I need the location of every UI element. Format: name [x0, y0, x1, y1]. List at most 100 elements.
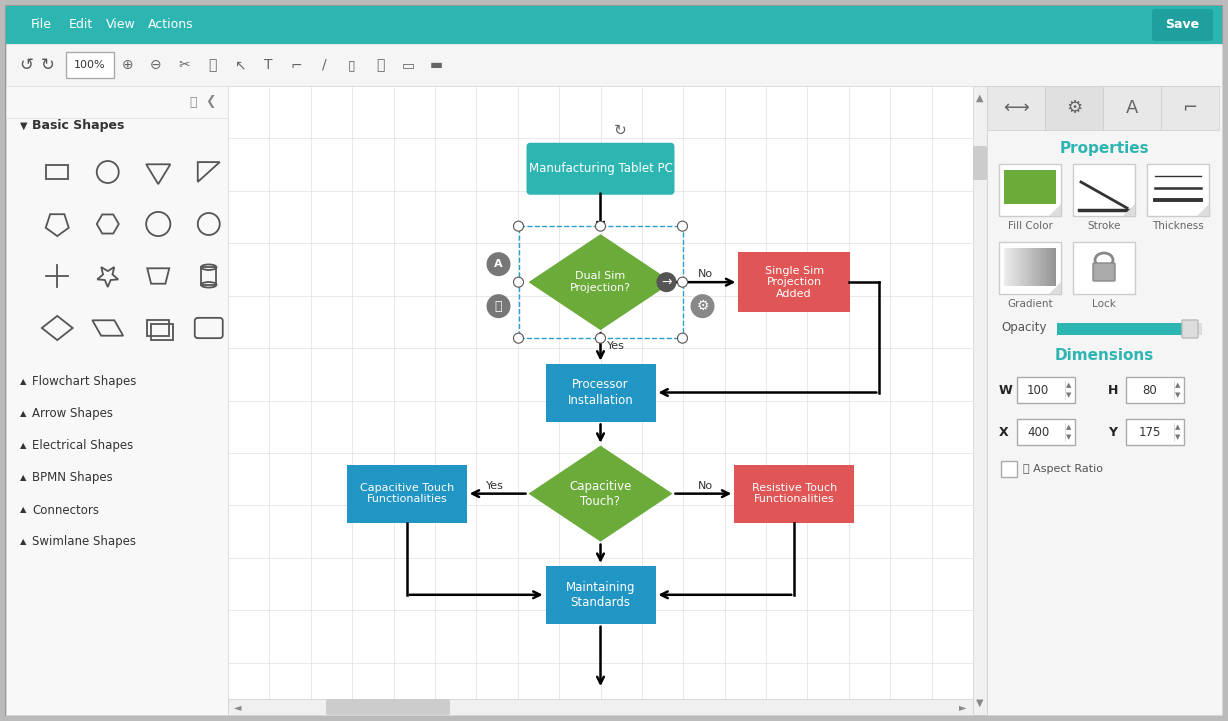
Text: Processor
Installation: Processor Installation: [567, 379, 634, 407]
Text: ▼: ▼: [976, 698, 984, 708]
Text: Arrow Shapes: Arrow Shapes: [32, 407, 113, 420]
Text: ▲: ▲: [20, 537, 27, 547]
FancyBboxPatch shape: [228, 699, 973, 715]
Text: Yes: Yes: [486, 481, 503, 491]
Text: ▼: ▼: [1175, 392, 1180, 398]
FancyBboxPatch shape: [151, 324, 173, 340]
Text: ▼: ▼: [1066, 434, 1072, 440]
Text: Capacitive
Touch?: Capacitive Touch?: [570, 479, 631, 508]
FancyBboxPatch shape: [1009, 248, 1011, 286]
FancyBboxPatch shape: [1126, 377, 1184, 403]
FancyBboxPatch shape: [228, 86, 973, 715]
Text: Stroke: Stroke: [1087, 221, 1121, 231]
Text: ▯: ▯: [349, 58, 356, 72]
Text: Dimensions: Dimensions: [1055, 348, 1153, 363]
FancyBboxPatch shape: [527, 143, 674, 195]
FancyBboxPatch shape: [738, 252, 850, 312]
FancyBboxPatch shape: [734, 464, 855, 523]
Text: ▲: ▲: [1175, 382, 1180, 388]
Text: ⚙: ⚙: [696, 299, 709, 313]
Text: H: H: [1108, 384, 1119, 397]
Circle shape: [513, 333, 523, 343]
FancyBboxPatch shape: [1019, 248, 1022, 286]
FancyBboxPatch shape: [1017, 419, 1074, 445]
FancyBboxPatch shape: [1057, 323, 1202, 335]
FancyBboxPatch shape: [1047, 248, 1049, 286]
Text: Swimlane Shapes: Swimlane Shapes: [32, 536, 136, 549]
Polygon shape: [1049, 204, 1061, 216]
Text: ▲: ▲: [976, 93, 984, 103]
FancyBboxPatch shape: [1013, 248, 1014, 286]
Text: ⚙: ⚙: [1066, 99, 1082, 117]
Text: Lock: Lock: [1092, 299, 1116, 309]
Text: Edit: Edit: [69, 19, 93, 32]
FancyBboxPatch shape: [1014, 248, 1016, 286]
FancyBboxPatch shape: [973, 86, 987, 715]
Text: 100: 100: [1027, 384, 1049, 397]
FancyBboxPatch shape: [1183, 320, 1199, 338]
Text: 175: 175: [1138, 425, 1162, 438]
Circle shape: [690, 294, 715, 318]
Circle shape: [678, 221, 688, 231]
Text: Electrical Shapes: Electrical Shapes: [32, 440, 134, 453]
Text: Opacity: Opacity: [1001, 322, 1046, 335]
FancyBboxPatch shape: [1030, 248, 1032, 286]
FancyBboxPatch shape: [1035, 248, 1036, 286]
Text: Save: Save: [1165, 19, 1199, 32]
FancyBboxPatch shape: [1032, 248, 1034, 286]
Text: ◄: ◄: [235, 702, 242, 712]
FancyBboxPatch shape: [6, 6, 1222, 715]
Text: Flowchart Shapes: Flowchart Shapes: [32, 376, 136, 389]
Polygon shape: [1122, 204, 1135, 216]
Text: Capacitive Touch
Functionalities: Capacitive Touch Functionalities: [360, 483, 454, 505]
Text: View: View: [106, 19, 136, 32]
Text: BPMN Shapes: BPMN Shapes: [32, 472, 113, 485]
Text: Fill Color: Fill Color: [1007, 221, 1052, 231]
Text: A: A: [494, 259, 502, 269]
Text: →: →: [661, 275, 672, 288]
Text: ►: ►: [959, 702, 966, 712]
FancyBboxPatch shape: [1018, 248, 1019, 286]
Text: ⟷: ⟷: [1003, 99, 1029, 117]
Text: Gradient: Gradient: [1007, 299, 1052, 309]
FancyBboxPatch shape: [1160, 86, 1219, 130]
Text: ⊖: ⊖: [150, 58, 162, 72]
Circle shape: [486, 294, 511, 318]
FancyBboxPatch shape: [6, 6, 1222, 44]
Text: 100%: 100%: [74, 60, 106, 70]
FancyBboxPatch shape: [545, 566, 656, 624]
FancyBboxPatch shape: [1005, 170, 1056, 204]
Text: ↻: ↻: [614, 123, 626, 138]
FancyBboxPatch shape: [1055, 248, 1056, 286]
Text: /: /: [322, 58, 327, 72]
FancyBboxPatch shape: [545, 363, 656, 422]
Text: Properties: Properties: [1060, 141, 1149, 156]
Text: ⌐: ⌐: [290, 58, 302, 72]
FancyBboxPatch shape: [66, 52, 114, 78]
Text: ✂: ✂: [178, 58, 190, 72]
FancyBboxPatch shape: [1049, 248, 1051, 286]
FancyBboxPatch shape: [1057, 323, 1184, 335]
Circle shape: [513, 221, 523, 231]
Text: ▭: ▭: [402, 58, 415, 72]
Text: 🔒 Aspect Ratio: 🔒 Aspect Ratio: [1023, 464, 1103, 474]
FancyBboxPatch shape: [6, 44, 1222, 86]
Circle shape: [678, 277, 688, 287]
FancyBboxPatch shape: [1016, 248, 1018, 286]
FancyBboxPatch shape: [1045, 248, 1047, 286]
Circle shape: [486, 252, 511, 276]
Text: 80: 80: [1142, 384, 1157, 397]
FancyBboxPatch shape: [1006, 248, 1007, 286]
Text: A: A: [1126, 99, 1138, 117]
FancyBboxPatch shape: [987, 86, 1222, 715]
Text: ⊕: ⊕: [123, 58, 134, 72]
FancyBboxPatch shape: [6, 86, 228, 118]
FancyBboxPatch shape: [6, 86, 228, 715]
FancyBboxPatch shape: [1103, 86, 1160, 130]
Circle shape: [596, 333, 605, 343]
Text: ✋: ✋: [208, 58, 216, 72]
Text: Manufacturing Tablet PC: Manufacturing Tablet PC: [528, 162, 673, 175]
Text: ▲: ▲: [1066, 424, 1072, 430]
Text: 🔍: 🔍: [189, 95, 196, 108]
FancyBboxPatch shape: [1007, 248, 1009, 286]
